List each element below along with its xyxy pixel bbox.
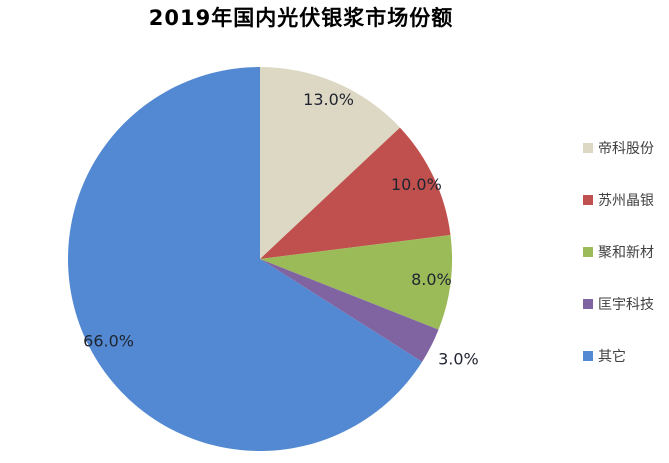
legend-label: 匡宇科技 xyxy=(598,297,654,313)
chart-title: 2019年国内光伏银浆市场份额 xyxy=(148,6,454,30)
legend-item: 苏州晶银 xyxy=(583,190,654,210)
legend-label: 聚和新材 xyxy=(598,245,654,261)
slice-data-label: 13.0% xyxy=(303,90,354,109)
legend-swatch-icon xyxy=(583,143,593,153)
legend-swatch-icon xyxy=(583,299,593,309)
legend: 帝科股份苏州晶银聚和新材匡宇科技其它 xyxy=(583,138,654,398)
legend-swatch-icon xyxy=(583,247,593,257)
legend-swatch-icon xyxy=(583,351,593,361)
legend-item: 其它 xyxy=(583,346,654,366)
pie-slice-5 xyxy=(67,67,423,451)
legend-item: 匡宇科技 xyxy=(583,294,654,314)
slice-data-label: 10.0% xyxy=(391,175,442,194)
pie-slice-1 xyxy=(260,67,400,259)
slice-data-label: 8.0% xyxy=(411,270,452,289)
legend-label: 其它 xyxy=(598,349,626,365)
legend-item: 帝科股份 xyxy=(583,138,654,158)
legend-label: 苏州晶银 xyxy=(598,193,654,209)
slice-data-label: 3.0% xyxy=(438,350,479,369)
slice-data-label: 66.0% xyxy=(83,332,134,351)
legend-label: 帝科股份 xyxy=(598,141,654,157)
pie-slice-4 xyxy=(260,259,439,362)
pie-slice-2 xyxy=(260,127,451,259)
pie-slice-3 xyxy=(260,234,453,330)
legend-item: 聚和新材 xyxy=(583,242,654,262)
legend-swatch-icon xyxy=(583,195,593,205)
